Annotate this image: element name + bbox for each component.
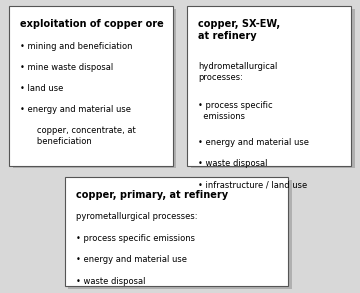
Text: pyrometallurgical processes:: pyrometallurgical processes: bbox=[76, 212, 197, 222]
Text: • waste disposal: • waste disposal bbox=[76, 277, 145, 286]
Text: • mining and beneficiation: • mining and beneficiation bbox=[20, 42, 132, 51]
Text: copper, SX-EW,
at refinery: copper, SX-EW, at refinery bbox=[198, 19, 280, 41]
Bar bbox=[65, 177, 288, 286]
Text: • process specific
  emissions: • process specific emissions bbox=[198, 101, 273, 121]
Bar bbox=[13, 9, 176, 168]
Text: • land use: • land use bbox=[20, 84, 63, 93]
Bar bbox=[9, 6, 173, 166]
Text: • mine waste disposal: • mine waste disposal bbox=[20, 63, 113, 72]
Text: • infrastructure / land use: • infrastructure / land use bbox=[198, 180, 307, 189]
Bar bbox=[191, 9, 355, 168]
Text: exploitation of copper ore: exploitation of copper ore bbox=[20, 19, 163, 29]
Text: hydrometallurgical
processes:: hydrometallurgical processes: bbox=[198, 62, 277, 82]
Text: • energy and material use: • energy and material use bbox=[76, 255, 186, 265]
Text: copper, concentrate, at
   beneficiation: copper, concentrate, at beneficiation bbox=[29, 126, 136, 146]
Bar bbox=[68, 180, 292, 289]
Text: • waste disposal: • waste disposal bbox=[198, 159, 267, 168]
Text: • energy and material use: • energy and material use bbox=[20, 105, 131, 114]
Text: • process specific emissions: • process specific emissions bbox=[76, 234, 195, 243]
Text: copper, primary, at refinery: copper, primary, at refinery bbox=[76, 190, 228, 200]
Bar bbox=[187, 6, 351, 166]
Text: • energy and material use: • energy and material use bbox=[198, 138, 309, 147]
